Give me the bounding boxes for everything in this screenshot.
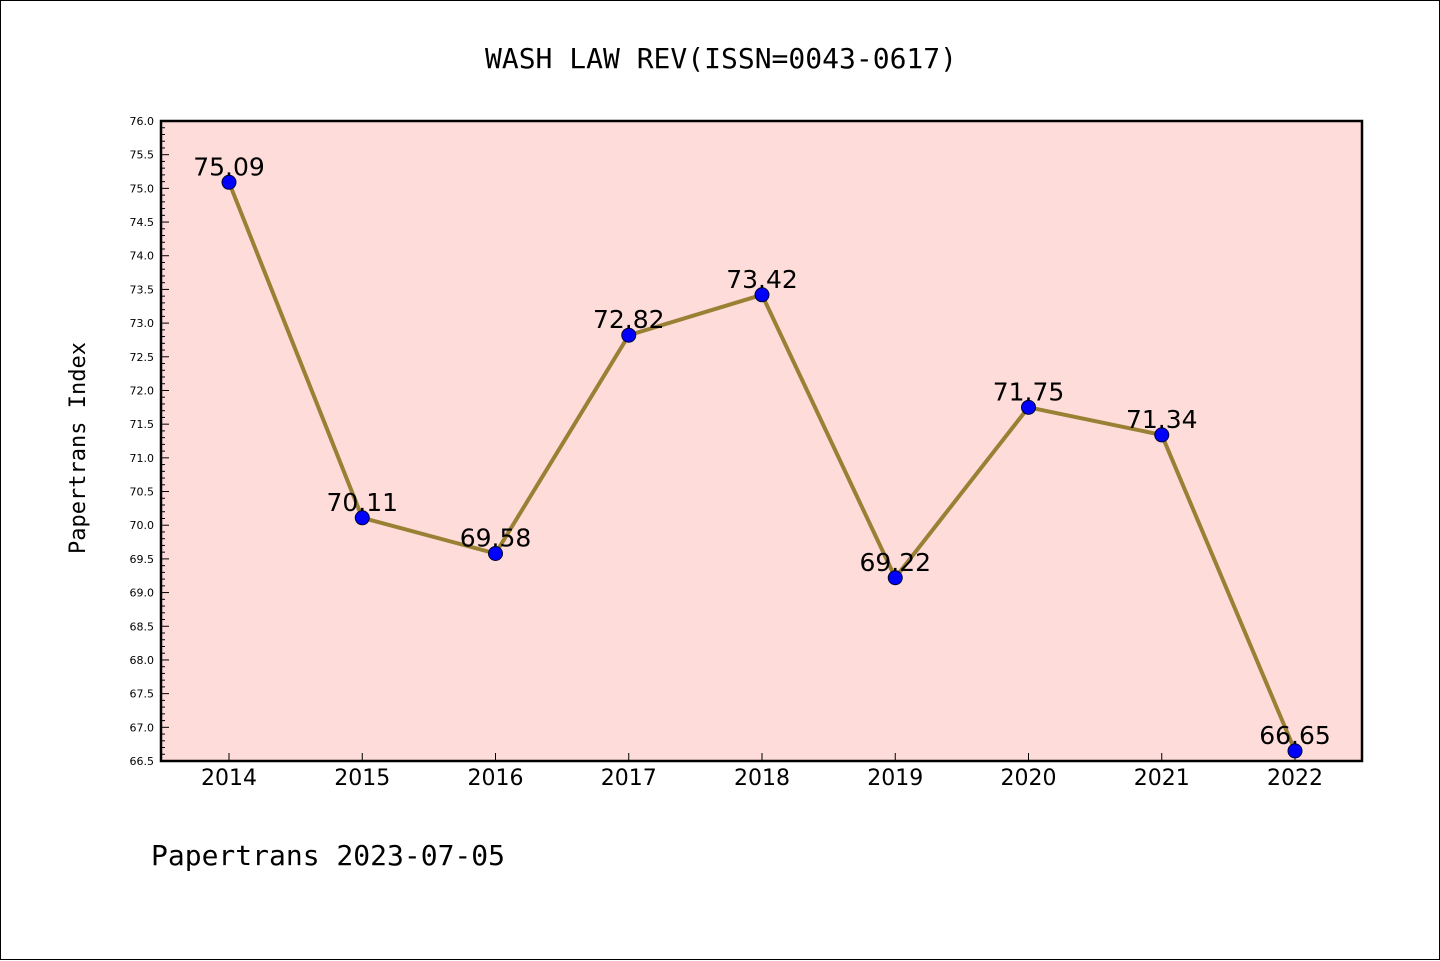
y-tick-label: 69.5 [130,553,155,566]
data-point [1154,427,1170,443]
data-point [221,174,237,190]
data-point [754,287,770,303]
y-tick-label: 76.0 [130,115,155,128]
x-tick-label: 2020 [1001,766,1057,791]
x-tick-label: 2021 [1134,766,1190,791]
y-tick-label: 66.5 [130,755,155,768]
y-axis-ticks: 66.5 67.0 67.5 68.0 68.5 69.0 69.5 70.0 70.5 71.0… [130,115,169,768]
data-labels: 75.09 70.11 69.58 72.82 73.42 69.22 71.75 71.34… [193,152,1331,750]
data-point [1021,399,1036,415]
x-tick-label: 2016 [468,766,524,791]
x-axis-ticks: 2014 2015 2016 2017 2018 2019 2020 2021 2022 [201,753,1323,791]
x-tick-label: 2014 [201,766,257,791]
y-tick-label: 73.0 [130,317,155,330]
data-label: 71.34 [1126,405,1198,434]
y-tick-label: 70.5 [130,486,155,499]
data-points [221,174,1303,759]
chart-title: WASH LAW REV(ISSN=0043-0617) [485,42,957,75]
y-tick-label: 69.0 [130,587,155,600]
data-point [887,570,903,586]
y-tick-label: 68.0 [130,654,155,667]
y-tick-label: 75.5 [130,149,155,162]
y-tick-label: 71.5 [130,418,155,431]
data-point [621,327,637,343]
y-tick-label: 67.0 [130,721,155,734]
data-label: 71.75 [993,377,1065,406]
plot-area [161,121,1362,761]
data-label: 70.11 [326,488,398,517]
y-tick-label: 68.5 [130,620,155,633]
x-tick-label: 2015 [334,766,390,791]
y-tick-label: 70.0 [130,519,155,532]
data-point [488,546,503,562]
y-tick-label: 74.0 [130,250,155,263]
y-tick-label: 75.0 [130,182,155,195]
data-label: 75.09 [193,152,265,181]
data-point [354,510,370,526]
y-axis-label: Papertrans Index [66,342,91,554]
data-label: 69.22 [859,548,931,577]
x-tick-label: 2017 [601,766,657,791]
data-label: 72.82 [593,305,665,334]
y-tick-label: 71.0 [130,452,155,465]
x-tick-label: 2022 [1267,766,1323,791]
y-tick-label: 72.0 [130,384,155,397]
data-point [1287,743,1303,759]
y-tick-label: 74.5 [130,216,155,229]
y-tick-label: 73.5 [130,283,155,296]
data-label: 73.42 [726,265,798,294]
data-label: 69.58 [460,524,532,553]
footer-text: Papertrans 2023-07-05 [151,839,505,872]
x-tick-label: 2019 [867,766,923,791]
data-label: 66.65 [1259,721,1331,750]
plot-frame [159,119,1364,763]
x-tick-label: 2018 [734,766,790,791]
y-tick-label: 67.5 [130,688,155,701]
y-tick-label: 72.5 [130,351,155,364]
